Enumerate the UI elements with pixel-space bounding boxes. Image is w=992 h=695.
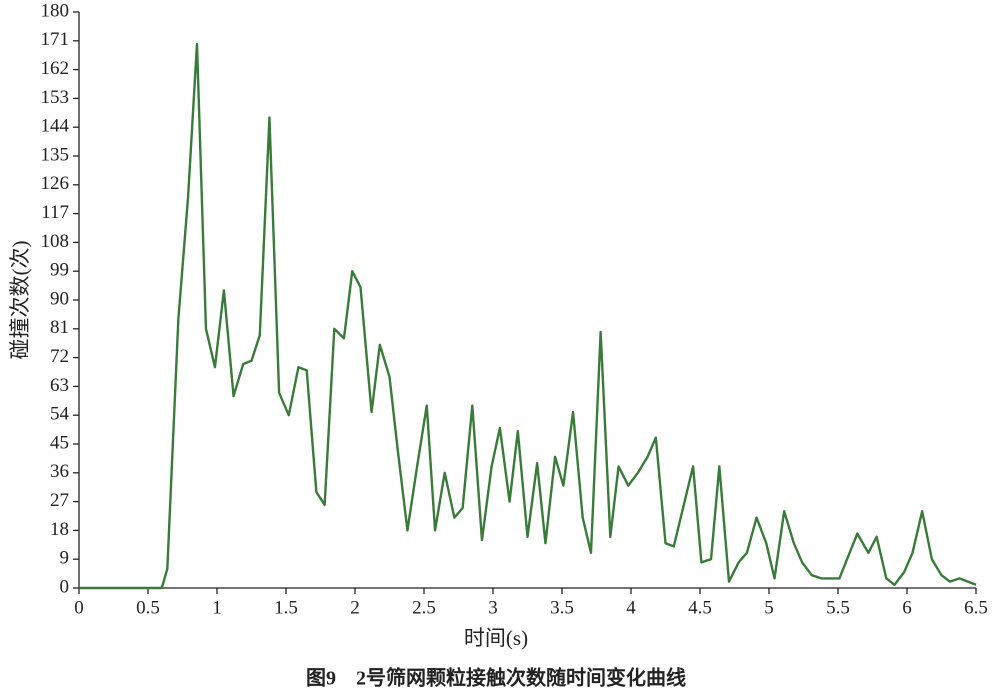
y-tick-label: 99 <box>50 260 69 281</box>
x-tick-label: 3.5 <box>550 597 574 618</box>
y-tick-label: 90 <box>50 288 69 309</box>
y-tick-label: 0 <box>60 576 70 597</box>
y-tick-label: 117 <box>41 202 69 223</box>
x-tick-label: 0.5 <box>136 597 160 618</box>
x-tick-label: 2 <box>350 597 360 618</box>
y-tick-label: 63 <box>50 375 69 396</box>
y-tick-label: 54 <box>50 404 70 425</box>
x-axis-label: 时间(s) <box>464 626 528 650</box>
y-tick-label: 171 <box>41 29 70 50</box>
y-tick-label: 18 <box>50 519 69 540</box>
data-line <box>79 42 977 590</box>
x-tick-label: 6.5 <box>964 597 988 618</box>
y-tick-label: 108 <box>41 231 70 252</box>
x-tick-label: 1 <box>212 597 222 618</box>
x-tick-label: 5 <box>764 597 774 618</box>
y-tick-label: 153 <box>41 87 70 108</box>
y-tick-label: 126 <box>41 173 70 194</box>
x-tick-label: 2.5 <box>412 597 436 618</box>
y-tick-label: 9 <box>60 548 70 569</box>
y-tick-label: 27 <box>50 490 69 511</box>
caption: 图9 2号筛网颗粒接触次数随时间变化曲线 <box>306 666 686 690</box>
y-axis-label: 碰撞次数(次) <box>8 241 32 360</box>
y-tick-label: 144 <box>41 116 70 137</box>
y-tick-label: 135 <box>41 144 70 165</box>
y-tick-label: 45 <box>50 432 69 453</box>
x-tick-label: 4.5 <box>688 597 712 618</box>
x-tick-label: 0 <box>74 597 84 618</box>
x-tick-label: 3 <box>488 597 498 618</box>
y-tick-label: 81 <box>50 317 69 338</box>
y-tick-label: 162 <box>41 58 70 79</box>
x-tick-label: 1.5 <box>274 597 298 618</box>
x-tick-label: 6 <box>902 597 912 618</box>
y-tick-label: 36 <box>50 461 69 482</box>
y-tick-label: 180 <box>41 0 70 21</box>
x-tick-label: 5.5 <box>826 597 850 618</box>
y-tick-label: 72 <box>50 346 69 367</box>
x-tick-label: 4 <box>626 597 636 618</box>
